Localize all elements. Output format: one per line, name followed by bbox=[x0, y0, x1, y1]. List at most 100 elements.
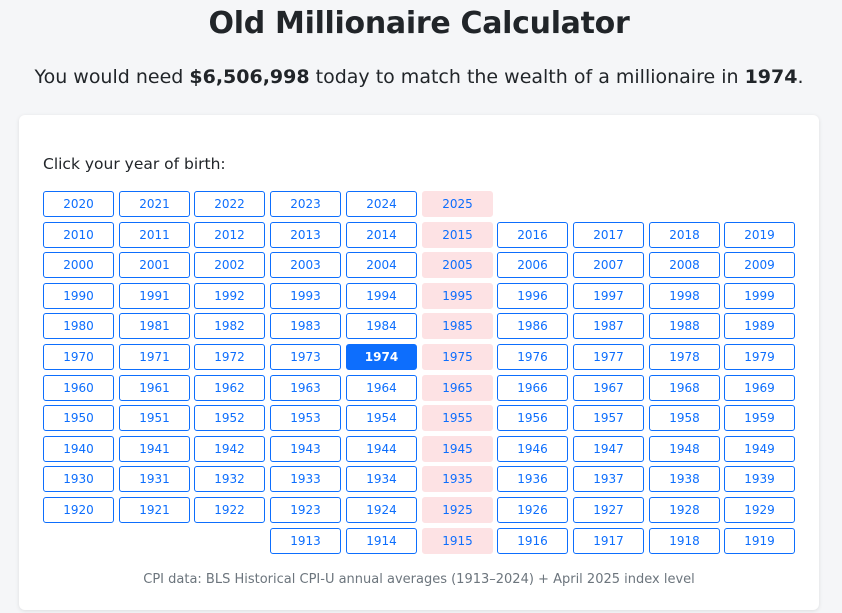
year-button-1914[interactable]: 1914 bbox=[346, 528, 417, 554]
year-button-1958[interactable]: 1958 bbox=[649, 405, 720, 431]
year-button-1915[interactable]: 1915 bbox=[422, 528, 493, 554]
year-button-1998[interactable]: 1998 bbox=[649, 283, 720, 309]
year-button-1957[interactable]: 1957 bbox=[573, 405, 644, 431]
year-button-2006[interactable]: 2006 bbox=[497, 252, 568, 278]
year-button-1930[interactable]: 1930 bbox=[43, 466, 114, 492]
year-button-1982[interactable]: 1982 bbox=[194, 313, 265, 339]
year-button-2005[interactable]: 2005 bbox=[422, 252, 493, 278]
year-button-1980[interactable]: 1980 bbox=[43, 313, 114, 339]
year-button-1933[interactable]: 1933 bbox=[270, 466, 341, 492]
year-button-1978[interactable]: 1978 bbox=[649, 344, 720, 370]
year-button-1974[interactable]: 1974 bbox=[346, 344, 417, 370]
year-button-2008[interactable]: 2008 bbox=[649, 252, 720, 278]
year-button-2020[interactable]: 2020 bbox=[43, 191, 114, 217]
year-button-1943[interactable]: 1943 bbox=[270, 436, 341, 462]
year-button-1916[interactable]: 1916 bbox=[497, 528, 568, 554]
year-button-1945[interactable]: 1945 bbox=[422, 436, 493, 462]
year-button-1996[interactable]: 1996 bbox=[497, 283, 568, 309]
year-button-1965[interactable]: 1965 bbox=[422, 375, 493, 401]
year-button-2018[interactable]: 2018 bbox=[649, 222, 720, 248]
year-button-2004[interactable]: 2004 bbox=[346, 252, 417, 278]
year-button-1967[interactable]: 1967 bbox=[573, 375, 644, 401]
year-button-2019[interactable]: 2019 bbox=[724, 222, 795, 248]
year-button-1979[interactable]: 1979 bbox=[724, 344, 795, 370]
year-button-2000[interactable]: 2000 bbox=[43, 252, 114, 278]
year-button-1935[interactable]: 1935 bbox=[422, 466, 493, 492]
year-button-1942[interactable]: 1942 bbox=[194, 436, 265, 462]
year-button-1941[interactable]: 1941 bbox=[119, 436, 190, 462]
year-button-1966[interactable]: 1966 bbox=[497, 375, 568, 401]
year-button-1932[interactable]: 1932 bbox=[194, 466, 265, 492]
year-button-1962[interactable]: 1962 bbox=[194, 375, 265, 401]
year-button-1923[interactable]: 1923 bbox=[270, 497, 341, 523]
year-button-1977[interactable]: 1977 bbox=[573, 344, 644, 370]
year-button-1960[interactable]: 1960 bbox=[43, 375, 114, 401]
year-button-1993[interactable]: 1993 bbox=[270, 283, 341, 309]
year-button-1991[interactable]: 1991 bbox=[119, 283, 190, 309]
year-button-2025[interactable]: 2025 bbox=[422, 191, 493, 217]
year-button-1939[interactable]: 1939 bbox=[724, 466, 795, 492]
year-button-1913[interactable]: 1913 bbox=[270, 528, 341, 554]
year-button-2003[interactable]: 2003 bbox=[270, 252, 341, 278]
year-button-1990[interactable]: 1990 bbox=[43, 283, 114, 309]
year-button-2022[interactable]: 2022 bbox=[194, 191, 265, 217]
year-button-1975[interactable]: 1975 bbox=[422, 344, 493, 370]
year-button-1970[interactable]: 1970 bbox=[43, 344, 114, 370]
year-button-1921[interactable]: 1921 bbox=[119, 497, 190, 523]
year-button-1995[interactable]: 1995 bbox=[422, 283, 493, 309]
year-button-1964[interactable]: 1964 bbox=[346, 375, 417, 401]
year-button-2007[interactable]: 2007 bbox=[573, 252, 644, 278]
year-button-2010[interactable]: 2010 bbox=[43, 222, 114, 248]
year-button-1947[interactable]: 1947 bbox=[573, 436, 644, 462]
year-button-1937[interactable]: 1937 bbox=[573, 466, 644, 492]
year-button-1959[interactable]: 1959 bbox=[724, 405, 795, 431]
year-button-1968[interactable]: 1968 bbox=[649, 375, 720, 401]
year-button-1920[interactable]: 1920 bbox=[43, 497, 114, 523]
year-button-1971[interactable]: 1971 bbox=[119, 344, 190, 370]
year-button-1961[interactable]: 1961 bbox=[119, 375, 190, 401]
year-button-1972[interactable]: 1972 bbox=[194, 344, 265, 370]
year-button-1989[interactable]: 1989 bbox=[724, 313, 795, 339]
year-button-2012[interactable]: 2012 bbox=[194, 222, 265, 248]
year-button-1954[interactable]: 1954 bbox=[346, 405, 417, 431]
year-button-1984[interactable]: 1984 bbox=[346, 313, 417, 339]
year-button-1926[interactable]: 1926 bbox=[497, 497, 568, 523]
year-button-1944[interactable]: 1944 bbox=[346, 436, 417, 462]
year-button-2009[interactable]: 2009 bbox=[724, 252, 795, 278]
year-button-2002[interactable]: 2002 bbox=[194, 252, 265, 278]
year-button-1918[interactable]: 1918 bbox=[649, 528, 720, 554]
year-button-1936[interactable]: 1936 bbox=[497, 466, 568, 492]
year-button-1997[interactable]: 1997 bbox=[573, 283, 644, 309]
year-button-1924[interactable]: 1924 bbox=[346, 497, 417, 523]
year-button-1973[interactable]: 1973 bbox=[270, 344, 341, 370]
year-button-2015[interactable]: 2015 bbox=[422, 222, 493, 248]
year-button-1922[interactable]: 1922 bbox=[194, 497, 265, 523]
year-button-2014[interactable]: 2014 bbox=[346, 222, 417, 248]
year-button-2017[interactable]: 2017 bbox=[573, 222, 644, 248]
year-button-1994[interactable]: 1994 bbox=[346, 283, 417, 309]
year-button-2021[interactable]: 2021 bbox=[119, 191, 190, 217]
year-button-1925[interactable]: 1925 bbox=[422, 497, 493, 523]
year-button-1956[interactable]: 1956 bbox=[497, 405, 568, 431]
year-button-2001[interactable]: 2001 bbox=[119, 252, 190, 278]
year-button-1948[interactable]: 1948 bbox=[649, 436, 720, 462]
year-button-1953[interactable]: 1953 bbox=[270, 405, 341, 431]
year-button-1929[interactable]: 1929 bbox=[724, 497, 795, 523]
year-button-1981[interactable]: 1981 bbox=[119, 313, 190, 339]
year-button-1976[interactable]: 1976 bbox=[497, 344, 568, 370]
year-button-1919[interactable]: 1919 bbox=[724, 528, 795, 554]
year-button-2011[interactable]: 2011 bbox=[119, 222, 190, 248]
year-button-1988[interactable]: 1988 bbox=[649, 313, 720, 339]
year-button-1985[interactable]: 1985 bbox=[422, 313, 493, 339]
year-button-1940[interactable]: 1940 bbox=[43, 436, 114, 462]
year-button-2013[interactable]: 2013 bbox=[270, 222, 341, 248]
year-button-1992[interactable]: 1992 bbox=[194, 283, 265, 309]
year-button-1927[interactable]: 1927 bbox=[573, 497, 644, 523]
year-button-1938[interactable]: 1938 bbox=[649, 466, 720, 492]
year-button-1969[interactable]: 1969 bbox=[724, 375, 795, 401]
year-button-1934[interactable]: 1934 bbox=[346, 466, 417, 492]
year-button-1983[interactable]: 1983 bbox=[270, 313, 341, 339]
year-button-1999[interactable]: 1999 bbox=[724, 283, 795, 309]
year-button-2023[interactable]: 2023 bbox=[270, 191, 341, 217]
year-button-1952[interactable]: 1952 bbox=[194, 405, 265, 431]
